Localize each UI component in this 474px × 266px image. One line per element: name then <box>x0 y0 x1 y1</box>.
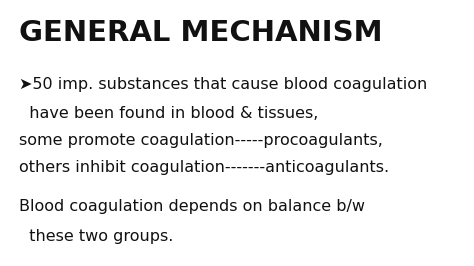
Text: have been found in blood & tissues,: have been found in blood & tissues, <box>19 106 319 121</box>
Text: ➤50 imp. substances that cause blood coagulation: ➤50 imp. substances that cause blood coa… <box>19 77 427 92</box>
Text: GENERAL MECHANISM: GENERAL MECHANISM <box>19 19 383 47</box>
Text: Blood coagulation depends on balance b/w: Blood coagulation depends on balance b/w <box>19 200 365 214</box>
Text: these two groups.: these two groups. <box>19 229 173 244</box>
Text: some promote coagulation-----procoagulants,: some promote coagulation-----procoagulan… <box>19 133 383 148</box>
Text: others inhibit coagulation-------anticoagulants.: others inhibit coagulation-------anticoa… <box>19 160 389 174</box>
